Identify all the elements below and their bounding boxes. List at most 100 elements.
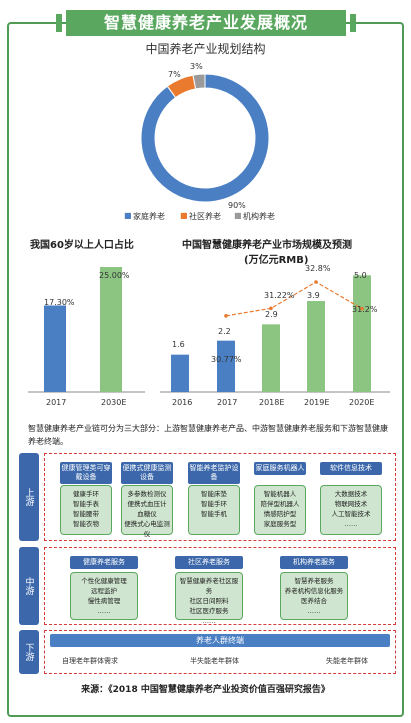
row-label-downstream: 下游	[19, 630, 39, 674]
item: 智能手机	[201, 510, 227, 518]
item: 智慧健康养老社区服务	[179, 577, 239, 595]
pie-label-3: 3%	[190, 62, 203, 71]
item: 智能床垫	[201, 490, 227, 498]
right-chart-title: 中国智慧健康养老产业市场规模及预测	[182, 240, 352, 251]
growth-point-2	[314, 280, 318, 284]
item: 社区日间照料	[189, 597, 229, 605]
midstream-cat-1: 健康养老服务	[70, 556, 138, 569]
row-label-midstream: 中游	[19, 547, 39, 625]
left-bar-1	[100, 267, 122, 392]
upstream-cat-1: 健康管理类可穿戴设备	[60, 462, 112, 484]
legend-marker-community: ■	[180, 211, 188, 220]
right-x-2019: 2019E	[304, 398, 330, 407]
downstream-item-3: 失能老年群体	[326, 657, 368, 665]
legend-home: 家庭养老	[133, 212, 165, 221]
right-value-2019: 3.9	[307, 291, 320, 300]
upstream-items-5: 大数据技术 物联网技术 人工智能技术 ……	[320, 485, 382, 535]
item: 人工智能技术	[331, 510, 371, 518]
pie-label-7: 7%	[168, 70, 181, 79]
right-bar-3	[307, 301, 325, 392]
right-value-2018: 2.9	[265, 310, 278, 319]
source-note: 来源：《2018 中国智慧健康养老产业投资价值百强研究报告》	[81, 685, 330, 695]
line-label-2019: 32.8%	[305, 264, 331, 273]
item: 智能机器人	[263, 490, 297, 498]
upstream-cat-4: 家庭服务机器人	[254, 462, 306, 475]
left-x-2030: 2030E	[101, 398, 127, 407]
right-value-2020: 5.0	[354, 271, 367, 280]
growth-point-3	[360, 306, 364, 311]
item: 医养结合	[301, 597, 327, 605]
item: 个性化健康管理	[81, 577, 127, 585]
midstream-box	[44, 547, 396, 625]
right-bar-0	[171, 354, 189, 392]
legend-institution: 机构养老	[243, 212, 275, 221]
legend-marker-institution: ■	[234, 211, 242, 220]
midstream-cat-2: 社区养老服务	[175, 556, 243, 569]
item: 智能衣物	[73, 520, 99, 528]
right-line-series	[224, 280, 364, 318]
left-x-2017: 2017	[46, 398, 67, 407]
item: 健康手环	[73, 490, 99, 498]
left-value-2030: 25.00%	[99, 271, 130, 280]
right-x-2018: 2018E	[259, 398, 285, 407]
upstream-items-2: 多参数检测仪 便携式血压计 血糖仪 便携式心电监测仪	[121, 485, 173, 538]
upstream-items-3: 智能床垫智能手环智能手机	[188, 485, 240, 535]
legend-community: 社区养老	[189, 212, 221, 221]
item: 情感陪护型	[263, 510, 297, 518]
downstream-item-1: 自理老年群体需求	[62, 657, 118, 665]
right-chart-unit: (万亿元RMB)	[244, 255, 309, 266]
item: 便携式血压计	[127, 500, 167, 508]
right-x-2016: 2016	[172, 398, 193, 407]
upstream-box	[44, 453, 396, 541]
pie-title: 中国养老产业规划结构	[145, 42, 266, 56]
item: 智慧养老服务	[294, 577, 334, 585]
item: 养老机构信息化服务	[284, 587, 344, 595]
item: 物联网技术	[334, 500, 368, 508]
pie-chart	[140, 73, 270, 203]
legend-marker-home: ■	[124, 211, 132, 220]
item: ……	[97, 607, 111, 615]
item: 智能手环	[201, 500, 227, 508]
upstream-cat-5: 软件信息技术	[320, 462, 382, 475]
right-bar-chart	[160, 275, 390, 393]
left-chart-title: 我国60岁以上人口占比	[30, 240, 134, 251]
pie-slice-0	[140, 73, 270, 203]
item: ……	[202, 617, 216, 625]
item: 智能腰带	[73, 510, 99, 518]
item: 家庭服务型	[263, 520, 297, 528]
line-label-2020: 31.2%	[352, 305, 378, 314]
line-label-2018: 31.22%	[264, 291, 295, 300]
right-x-2017: 2017	[217, 398, 238, 407]
downstream-item-2: 半失能老年群体	[190, 657, 239, 665]
upstream-items-1: 健康手环智能手表智能腰带智能衣物	[60, 485, 112, 535]
row-label-upstream: 上游	[19, 453, 39, 541]
page-title: 智慧健康养老产业发展概况	[56, 10, 356, 36]
left-bar-chart	[28, 267, 145, 393]
item: 陪伴型机器人	[260, 500, 300, 508]
upstream-cat-3: 智能养老监护设备	[188, 462, 240, 484]
right-x-2020: 2020E	[349, 398, 375, 407]
industry-description: 智慧健康养老产业链可分为三大部分：上游智慧健康养老产品、中游智慧健康养老服务和下…	[28, 424, 388, 446]
right-value-2016: 1.6	[172, 340, 185, 349]
midstream-cat-3: 机构养老服务	[280, 556, 348, 569]
growth-point-1	[269, 306, 273, 311]
item: 社区医疗服务	[189, 607, 229, 615]
left-value-2017: 17.30%	[44, 298, 75, 307]
right-bar-2	[262, 324, 280, 392]
item: ……	[344, 520, 358, 528]
item: 多参数检测仪	[127, 490, 167, 498]
downstream-box	[44, 630, 396, 674]
downstream-header: 养老人群终端	[50, 634, 390, 647]
left-bar-0	[44, 305, 66, 392]
line-label-2017: 30.77%	[211, 355, 242, 364]
right-value-2017: 2.2	[218, 327, 231, 336]
midstream-items-3: 智慧养老服务养老机构信息化服务 医养结合 ……	[280, 572, 348, 620]
midstream-items-2: 智慧健康养老社区服务社区日间照料 社区医疗服务 ……	[175, 572, 243, 625]
item: 血糖仪	[137, 510, 157, 518]
item: ……	[307, 607, 321, 615]
right-bar-1	[217, 340, 235, 392]
pie-slice-2	[192, 73, 206, 90]
item: 智能手表	[73, 500, 99, 508]
growth-point-0	[224, 314, 228, 318]
